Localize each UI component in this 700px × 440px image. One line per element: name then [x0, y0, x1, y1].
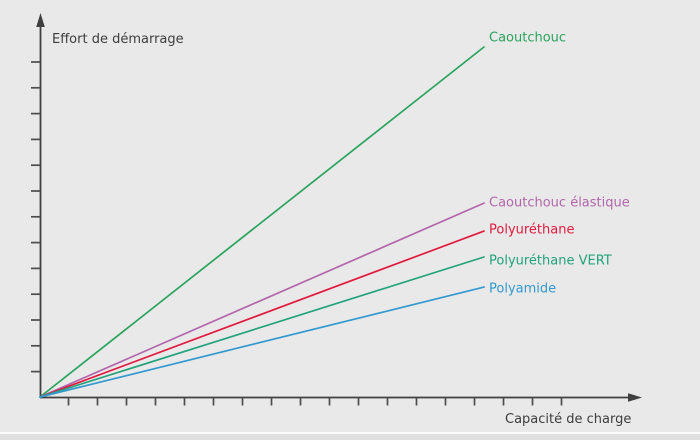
series-label-polyur-thane: Polyuréthane	[489, 223, 574, 238]
series-lines	[39, 46, 485, 398]
x-axis-title: Capacité de charge	[505, 412, 631, 427]
series-label-caoutchouc-lastique: Caoutchouc élastique	[489, 196, 630, 211]
x-axis-ticks	[67, 397, 563, 406]
y-axis-title: Effort de démarrage	[52, 32, 184, 47]
x-axis-arrow-icon	[628, 393, 642, 402]
y-axis: Effort de démarrage	[31, 13, 184, 398]
series-line-polyur-thane-vert	[39, 256, 485, 398]
series-line-caoutchouc	[39, 46, 485, 398]
footer-strip	[0, 432, 700, 440]
series-line-polyur-thane	[39, 230, 485, 398]
x-axis: Capacité de charge	[40, 393, 642, 427]
series-line-polyamide	[39, 286, 485, 398]
series-label-caoutchouc: Caoutchouc	[489, 31, 566, 46]
series-label-polyamide: Polyamide	[489, 282, 556, 297]
series-label-polyur-thane-vert: Polyuréthane VERT	[489, 254, 612, 269]
series-line-caoutchouc-lastique	[39, 202, 485, 398]
y-axis-ticks	[31, 61, 40, 373]
y-axis-arrow-icon	[36, 13, 45, 27]
series-labels: Caoutchouc Caoutchouc élastique Polyurétha…	[489, 31, 630, 297]
